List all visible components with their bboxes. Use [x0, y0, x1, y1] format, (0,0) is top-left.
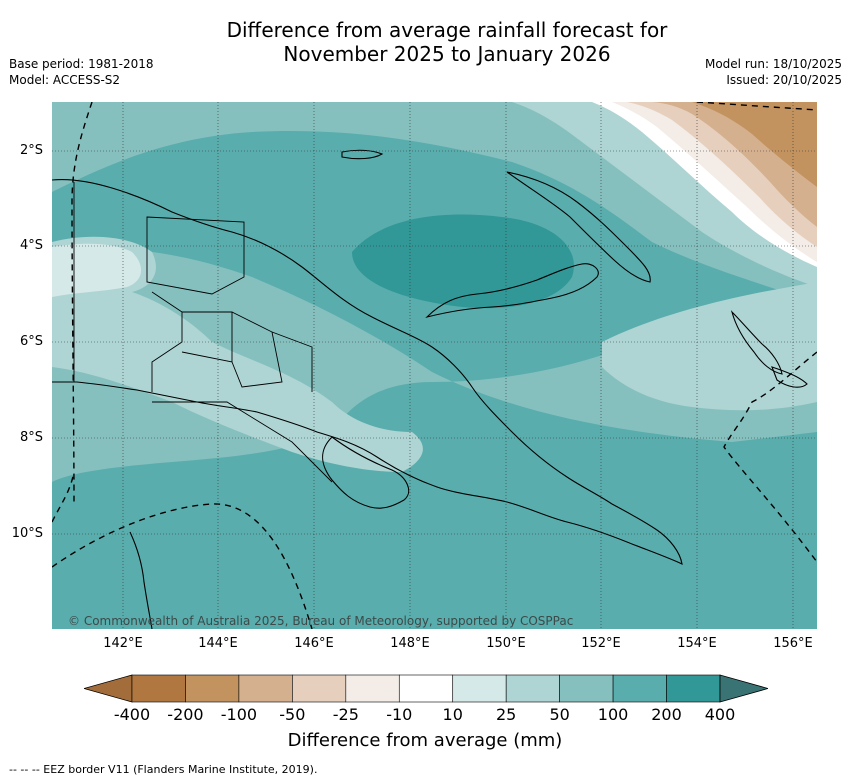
lon-tick: 150°E — [486, 636, 526, 651]
colorbar-swatch — [666, 674, 721, 703]
colorbar-swatch — [185, 674, 240, 703]
colorbar-label: -200 — [167, 705, 204, 724]
colorbar-extend-high — [719, 674, 768, 703]
lon-tick: 148°E — [390, 636, 430, 651]
eez-border-east — [723, 351, 817, 563]
lon-tick: 142°E — [103, 636, 143, 651]
zone-10-25-east — [602, 282, 817, 411]
model-name: Model: ACCESS-S2 — [9, 73, 121, 87]
eez-border-left — [52, 471, 75, 523]
lat-tick: 10°S — [11, 526, 43, 541]
model-run: Model run: 18/10/2025 — [704, 57, 842, 71]
meta-right: Model run: 18/10/2025 Issued: 20/10/2025 — [705, 56, 842, 88]
colorbar-swatch — [559, 674, 614, 703]
copyright-notice: © Commonwealth of Australia 2025, Bureau… — [68, 614, 574, 628]
lat-tick: 4°S — [19, 238, 43, 253]
colorbar-label: -100 — [220, 705, 258, 724]
colorbar-swatch — [131, 674, 186, 703]
coastline-south-png — [322, 436, 410, 509]
lon-tick: 156°E — [773, 636, 813, 651]
title-line-1: Difference from average rainfall forecas… — [226, 18, 668, 42]
coastline-new-britain — [425, 263, 599, 319]
colorbar-swatch — [398, 674, 454, 703]
colorbar-swatch — [612, 674, 667, 703]
coastline-manus — [341, 149, 384, 160]
base-period: Base period: 1981-2018 — [9, 57, 154, 71]
colorbar-swatch — [505, 674, 560, 703]
colorbar-title: Difference from average (mm) — [287, 730, 563, 751]
title-line-2: November 2025 to January 2026 — [283, 42, 611, 66]
rainfall-map — [52, 102, 817, 629]
lat-tick: 6°S — [19, 334, 43, 349]
eez-border-north — [71, 102, 93, 503]
zone-dry-core — [692, 102, 817, 187]
colorbar-swatch — [345, 674, 400, 703]
lon-tick: 144°E — [198, 636, 238, 651]
coastline-cape-york — [129, 531, 153, 629]
colorbar-extend-low — [84, 674, 133, 703]
lon-tick: 152°E — [581, 636, 621, 651]
lat-tick: 2°S — [19, 143, 43, 158]
colorbar-label: 10 — [442, 705, 463, 724]
colorbar-label: 25 — [495, 705, 517, 724]
coastline-new-guinea — [52, 178, 683, 565]
colorbar-label: 100 — [597, 705, 629, 724]
coastline-bougainville — [730, 310, 783, 375]
colorbar-swatch — [452, 674, 507, 703]
zone-200-400-core — [352, 214, 574, 309]
coastline-new-ireland — [506, 171, 651, 283]
eez-legend: -- -- -- EEZ border V11 (Flanders Marine… — [9, 763, 318, 776]
lon-tick: 154°E — [677, 636, 717, 651]
lat-tick: 8°S — [19, 430, 43, 445]
colorbar-label: 400 — [704, 705, 736, 724]
colorbar-label: -400 — [113, 705, 151, 724]
colorbar-label: 200 — [651, 705, 682, 724]
zone-10-25-west — [52, 236, 423, 472]
eez-border-top — [696, 102, 817, 111]
eez-border-south — [52, 503, 313, 629]
lon-tick: 146°E — [294, 636, 334, 651]
colorbar-swatch — [292, 674, 347, 703]
chart-title: Difference from average rainfall forecas… — [0, 18, 850, 66]
colorbar-label: -25 — [332, 705, 359, 724]
meta-left: Base period: 1981-2018 Model: ACCESS-S2 — [9, 56, 154, 88]
issued-date: Issued: 20/10/2025 — [726, 73, 842, 87]
colorbar — [84, 674, 768, 703]
colorbar-label: -10 — [386, 705, 413, 724]
colorbar-swatch — [238, 674, 293, 703]
colorbar-label: -50 — [279, 705, 306, 724]
colorbar-label: 50 — [549, 705, 570, 724]
coastline-solomon-east — [771, 366, 808, 388]
